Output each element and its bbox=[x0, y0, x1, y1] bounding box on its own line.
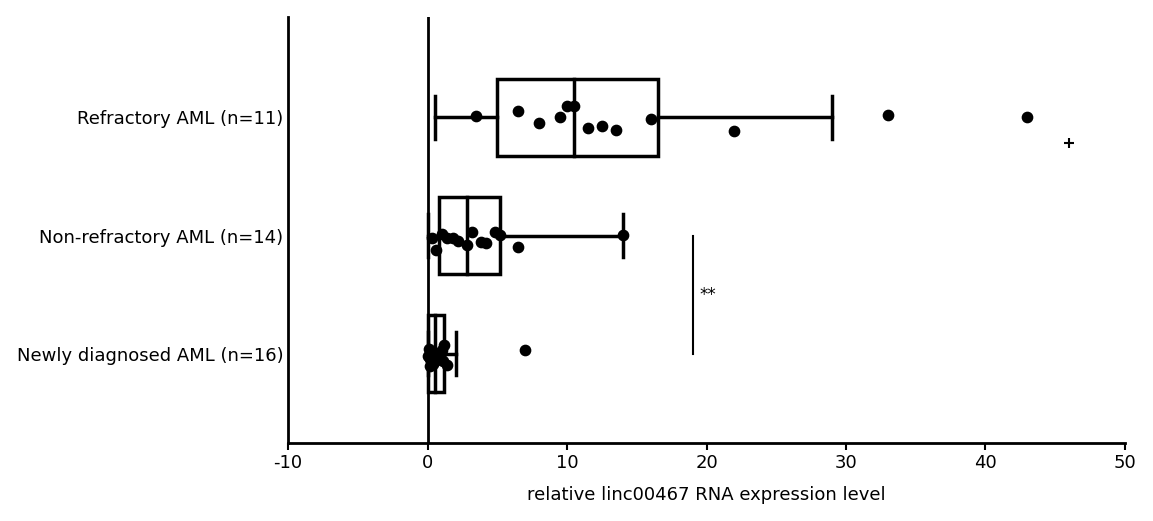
Point bbox=[467, 111, 485, 120]
Point bbox=[438, 233, 457, 242]
X-axis label: relative linc00467 RNA expression level: relative linc00467 RNA expression level bbox=[527, 486, 886, 504]
Text: **: ** bbox=[700, 286, 716, 304]
Bar bbox=[439, 197, 500, 274]
Point bbox=[579, 123, 597, 132]
Point bbox=[423, 233, 442, 242]
Point bbox=[510, 243, 528, 251]
Point bbox=[423, 358, 442, 366]
Point bbox=[477, 239, 496, 247]
Point bbox=[432, 230, 451, 238]
Point bbox=[458, 241, 476, 249]
Point bbox=[472, 238, 490, 246]
Point bbox=[565, 102, 583, 110]
Point bbox=[1018, 113, 1037, 121]
Point bbox=[510, 107, 528, 116]
Point bbox=[427, 353, 445, 362]
Point bbox=[427, 246, 445, 254]
Point bbox=[593, 121, 611, 130]
Point bbox=[551, 113, 570, 121]
Point bbox=[434, 357, 452, 365]
Point bbox=[606, 126, 625, 134]
Point bbox=[430, 349, 449, 357]
Point bbox=[424, 359, 443, 368]
Point bbox=[438, 361, 457, 369]
Point bbox=[419, 352, 437, 360]
Point bbox=[421, 362, 439, 370]
Point bbox=[421, 354, 439, 363]
Point bbox=[641, 115, 660, 123]
Point bbox=[613, 231, 632, 239]
Point bbox=[464, 228, 482, 236]
Point bbox=[425, 357, 444, 366]
Point bbox=[432, 345, 451, 354]
Point bbox=[725, 127, 744, 135]
Bar bbox=[428, 315, 444, 392]
Point bbox=[420, 344, 438, 353]
Bar bbox=[497, 79, 657, 156]
Point bbox=[435, 341, 453, 349]
Point bbox=[558, 102, 576, 110]
Point bbox=[444, 234, 462, 242]
Point bbox=[879, 111, 897, 119]
Point bbox=[428, 352, 446, 361]
Point bbox=[431, 352, 450, 360]
Point bbox=[485, 228, 504, 236]
Point bbox=[449, 237, 467, 245]
Point bbox=[491, 230, 510, 239]
Point bbox=[530, 119, 549, 127]
Point bbox=[517, 346, 535, 354]
